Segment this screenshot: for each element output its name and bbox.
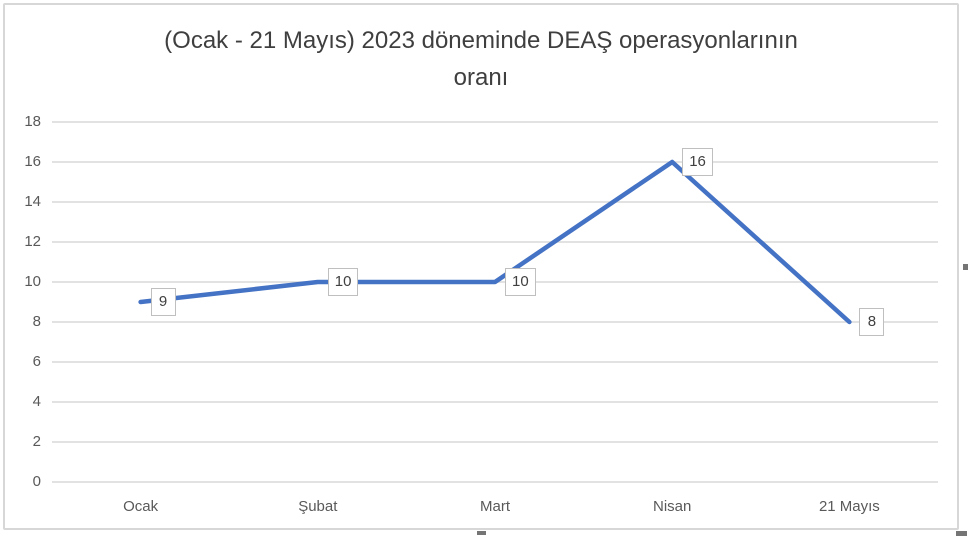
data-label: 10 bbox=[327, 268, 359, 296]
y-tick-label: 18 bbox=[24, 113, 41, 130]
chart-title-line-2: oranı bbox=[453, 64, 509, 91]
screen-artifact bbox=[477, 531, 486, 535]
data-label: 16 bbox=[682, 148, 713, 176]
screen-artifact bbox=[963, 264, 968, 270]
x-tick-label: Şubat bbox=[298, 498, 338, 515]
x-axis: Ocak Şubat Mart Nisan 21 Mayıs bbox=[0, 498, 968, 520]
data-label: 8 bbox=[859, 308, 885, 336]
x-tick-label: Ocak bbox=[123, 498, 159, 515]
data-label: 10 bbox=[505, 268, 536, 296]
chart-title-line-1: (Ocak - 21 Mayıs) 2023 döneminde DEAŞ op… bbox=[164, 27, 798, 54]
data-label: 9 bbox=[150, 288, 176, 316]
y-tick-label: 16 bbox=[24, 153, 41, 170]
screen-artifact bbox=[956, 531, 967, 536]
x-tick-label: Mart bbox=[480, 498, 510, 515]
x-tick-label: Nisan bbox=[653, 498, 692, 515]
y-tick-label: 14 bbox=[24, 193, 41, 210]
y-tick-label: 6 bbox=[32, 353, 41, 370]
chart-frame: (Ocak - 21 Mayıs) 2023 döneminde DEAŞ op… bbox=[3, 3, 959, 530]
y-tick-label: 12 bbox=[24, 233, 41, 250]
y-tick-label: 0 bbox=[32, 473, 41, 490]
y-tick-label: 8 bbox=[32, 313, 41, 330]
y-tick-label: 4 bbox=[32, 393, 41, 410]
y-tick-label: 10 bbox=[24, 273, 41, 290]
y-tick-label: 2 bbox=[32, 433, 41, 450]
chart-title: (Ocak - 21 Mayıs) 2023 döneminde DEAŞ op… bbox=[5, 22, 957, 96]
x-tick-label: 21 Mayıs bbox=[818, 498, 880, 515]
y-axis: 0 2 4 6 8 10 12 14 16 18 bbox=[0, 0, 50, 538]
